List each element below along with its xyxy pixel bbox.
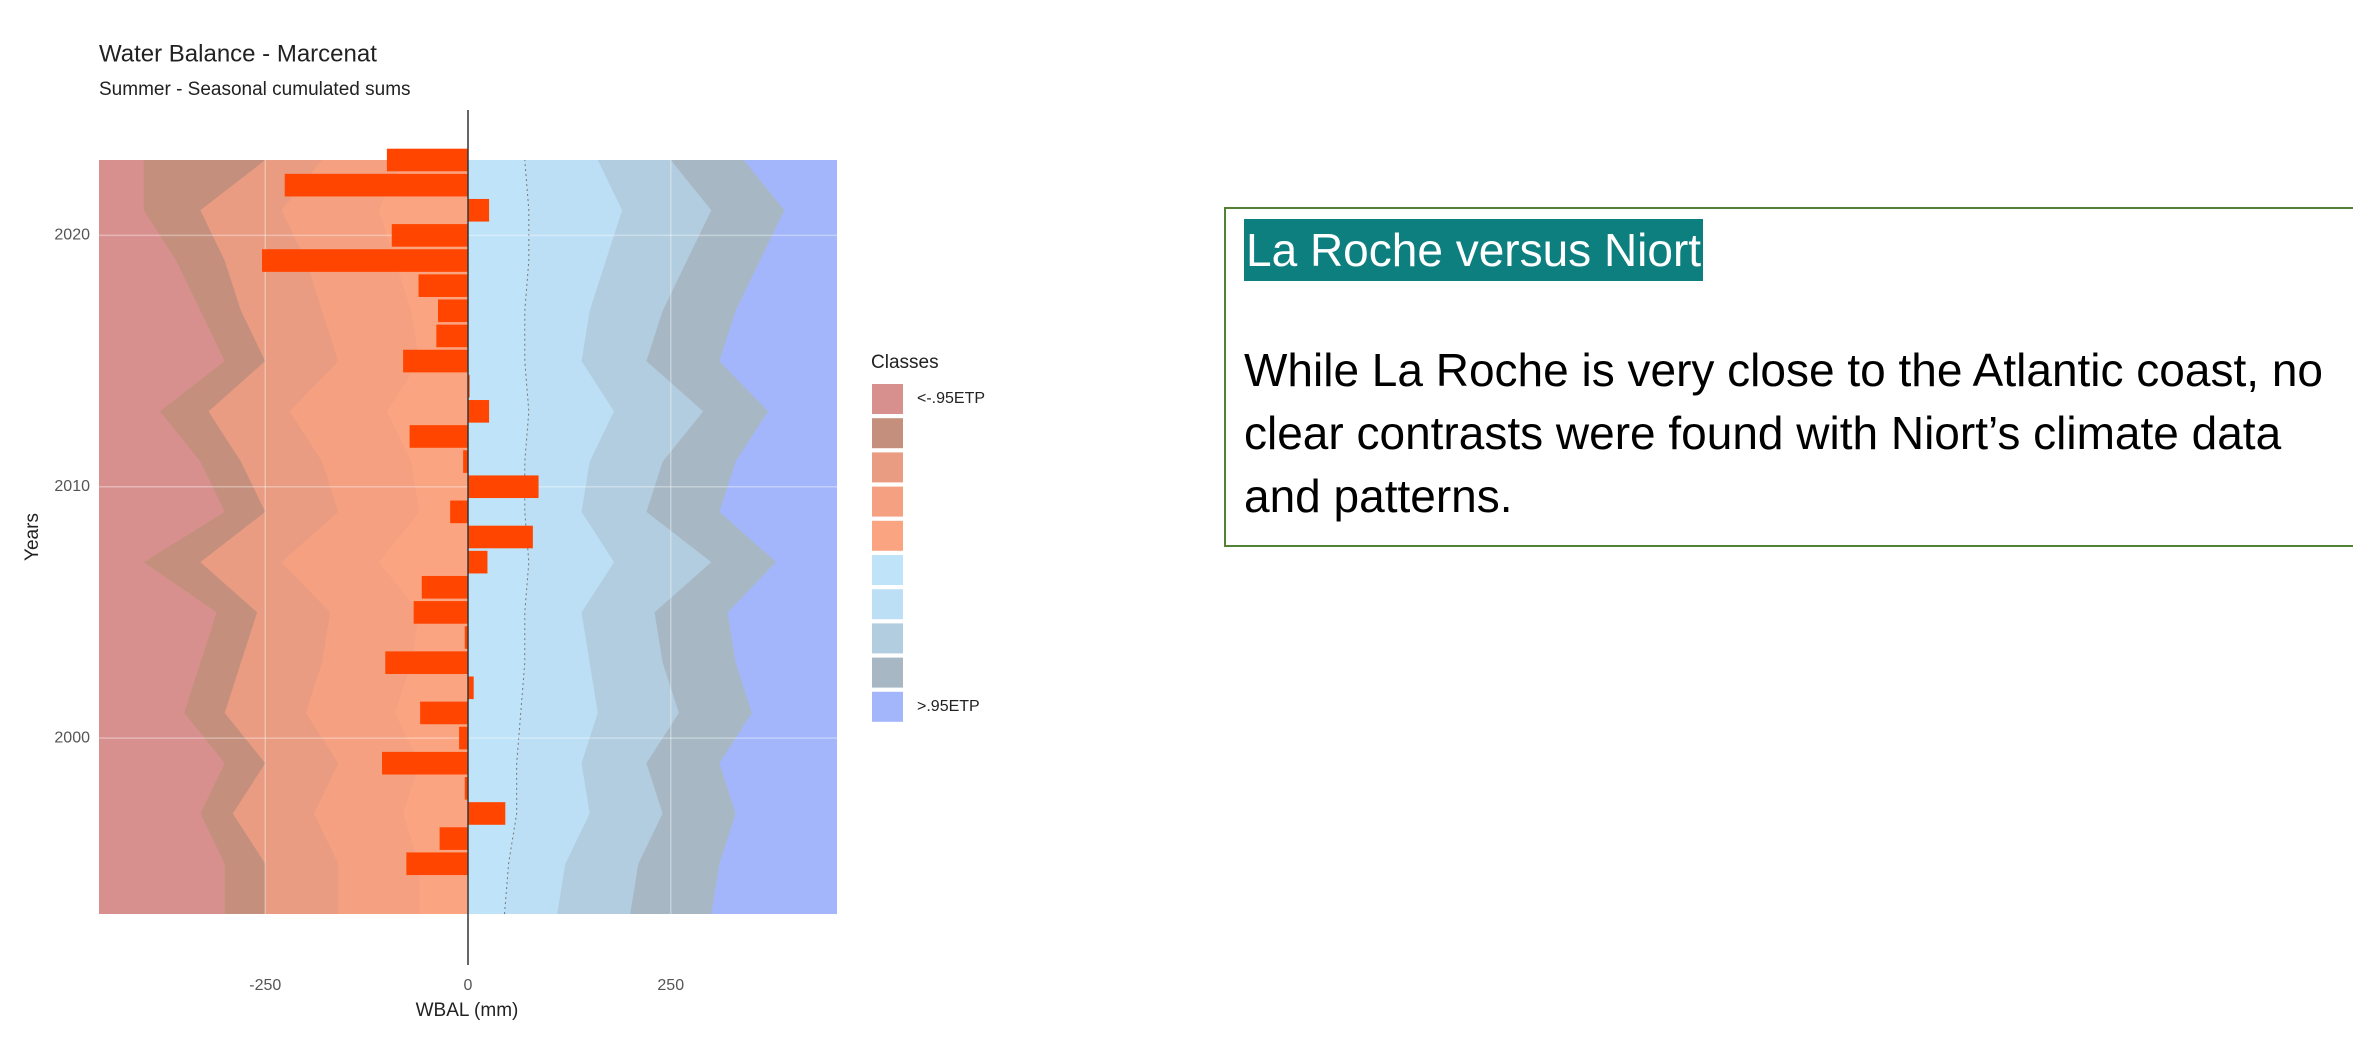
text-box-title: La Roche versus Niort xyxy=(1244,219,1704,281)
chart: Water Balance - Marcenat Summer - Season… xyxy=(22,40,985,1021)
bar xyxy=(439,827,468,850)
bar xyxy=(464,626,468,649)
text-line: clear contrasts were found with Niort’s … xyxy=(1244,407,2282,459)
y-tick-label: 2020 xyxy=(54,227,90,244)
bar xyxy=(436,324,468,348)
bar xyxy=(418,274,468,297)
x-tick-label: -250 xyxy=(249,977,281,994)
bar xyxy=(464,777,468,800)
text-line: While La Roche is very close to the Atla… xyxy=(1244,344,2323,396)
bar xyxy=(459,726,468,750)
x-tick-label: 250 xyxy=(657,977,684,994)
bar xyxy=(468,475,539,499)
legend-swatch xyxy=(872,589,903,620)
legend-title: Classes xyxy=(871,352,939,373)
legend-swatch xyxy=(872,691,903,722)
chart-subtitle: Summer - Seasonal cumulated sums xyxy=(99,79,411,100)
bar xyxy=(406,852,468,876)
bar xyxy=(413,601,468,624)
bar xyxy=(421,575,468,599)
bar xyxy=(468,550,488,574)
legend-swatch xyxy=(872,452,903,483)
bar xyxy=(468,676,474,700)
bar xyxy=(382,751,468,775)
x-axis-title: WBAL (mm) xyxy=(416,1000,519,1021)
legend-swatch xyxy=(872,384,903,414)
legend-swatch xyxy=(872,623,903,654)
bar xyxy=(284,173,468,197)
text-line: and patterns. xyxy=(1244,470,1513,522)
bar xyxy=(403,349,468,373)
bar xyxy=(385,651,468,674)
legend-swatch xyxy=(872,486,903,517)
bar xyxy=(262,249,468,272)
legend-swatch xyxy=(872,657,903,688)
bar xyxy=(450,500,468,524)
y-tick-label: 2000 xyxy=(54,729,90,746)
bar xyxy=(391,224,468,247)
bar xyxy=(437,299,468,323)
legend-swatch xyxy=(872,418,903,449)
chart-title: Water Balance - Marcenat xyxy=(99,40,377,67)
bar xyxy=(468,374,470,398)
bar xyxy=(420,701,468,725)
bar xyxy=(468,198,490,222)
bar xyxy=(463,450,468,473)
bar xyxy=(468,400,490,423)
x-tick-label: 0 xyxy=(464,977,473,994)
legend-label: <-.95ETP xyxy=(917,390,985,407)
legend-label: >.95ETP xyxy=(917,698,980,715)
boundary-line xyxy=(503,159,530,915)
y-axis-title: Years xyxy=(22,513,43,561)
text-box: La Roche versus Niort While La Roche is … xyxy=(1224,207,2353,547)
y-tick-label: 2010 xyxy=(54,478,90,495)
bar xyxy=(409,425,468,448)
bar xyxy=(468,525,533,549)
legend-swatch xyxy=(872,555,903,585)
bar xyxy=(386,148,468,172)
legend-swatch xyxy=(872,520,903,551)
class-band xyxy=(711,160,837,914)
bar xyxy=(468,802,506,825)
